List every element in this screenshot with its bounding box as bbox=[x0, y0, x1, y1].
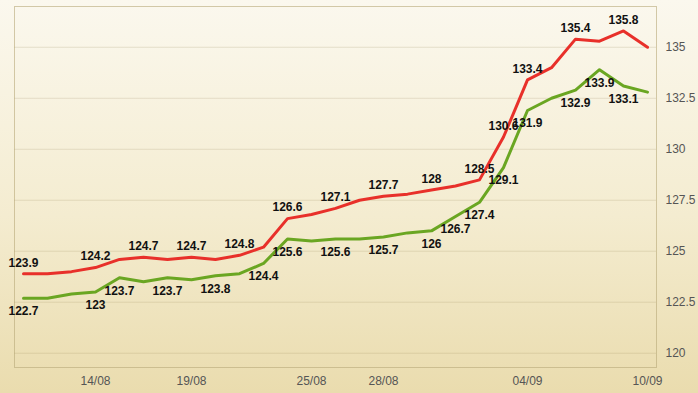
svg-text:130.6: 130.6 bbox=[488, 118, 519, 133]
svg-text:123.8: 123.8 bbox=[200, 282, 230, 296]
svg-text:125.6: 125.6 bbox=[272, 245, 302, 259]
svg-text:125.7: 125.7 bbox=[368, 243, 398, 257]
svg-text:28/08: 28/08 bbox=[368, 374, 398, 388]
svg-text:127.7: 127.7 bbox=[368, 178, 398, 192]
svg-text:124.8: 124.8 bbox=[224, 237, 254, 251]
svg-text:14/08: 14/08 bbox=[80, 374, 110, 388]
svg-text:123: 123 bbox=[85, 298, 105, 312]
svg-text:133.1: 133.1 bbox=[608, 92, 638, 106]
svg-text:126.6: 126.6 bbox=[272, 200, 302, 214]
svg-text:10/09: 10/09 bbox=[632, 374, 662, 388]
svg-text:124.4: 124.4 bbox=[248, 269, 278, 283]
svg-text:133.4: 133.4 bbox=[512, 62, 542, 76]
svg-text:19/08: 19/08 bbox=[176, 374, 206, 388]
svg-text:124.7: 124.7 bbox=[176, 239, 206, 253]
svg-text:131.9: 131.9 bbox=[512, 116, 542, 130]
svg-text:126: 126 bbox=[421, 237, 441, 251]
svg-text:132.5: 132.5 bbox=[666, 91, 696, 105]
svg-text:123.7: 123.7 bbox=[104, 284, 134, 298]
svg-text:120: 120 bbox=[666, 346, 686, 360]
svg-text:128: 128 bbox=[421, 172, 441, 186]
svg-text:125.6: 125.6 bbox=[320, 245, 350, 259]
svg-text:135.4: 135.4 bbox=[560, 21, 590, 35]
svg-text:127.4: 127.4 bbox=[464, 208, 494, 222]
svg-text:122.7: 122.7 bbox=[8, 304, 38, 318]
svg-text:127.1: 127.1 bbox=[320, 190, 350, 204]
svg-text:125: 125 bbox=[666, 244, 686, 258]
svg-text:135.8: 135.8 bbox=[608, 13, 638, 27]
svg-text:133.9: 133.9 bbox=[584, 76, 614, 90]
svg-text:128.5: 128.5 bbox=[464, 161, 495, 176]
svg-text:127.5: 127.5 bbox=[666, 193, 696, 207]
svg-text:130: 130 bbox=[666, 142, 686, 156]
svg-text:124.7: 124.7 bbox=[128, 239, 158, 253]
svg-text:123.7: 123.7 bbox=[152, 284, 182, 298]
svg-text:124.2: 124.2 bbox=[80, 249, 110, 263]
svg-text:126.7: 126.7 bbox=[440, 222, 470, 236]
svg-text:04/09: 04/09 bbox=[512, 374, 542, 388]
svg-text:122.5: 122.5 bbox=[666, 295, 696, 309]
svg-text:135: 135 bbox=[666, 40, 686, 54]
svg-text:129.1: 129.1 bbox=[488, 173, 518, 187]
svg-text:123.9: 123.9 bbox=[8, 256, 38, 270]
svg-text:132.9: 132.9 bbox=[560, 96, 590, 110]
svg-text:25/08: 25/08 bbox=[296, 374, 326, 388]
